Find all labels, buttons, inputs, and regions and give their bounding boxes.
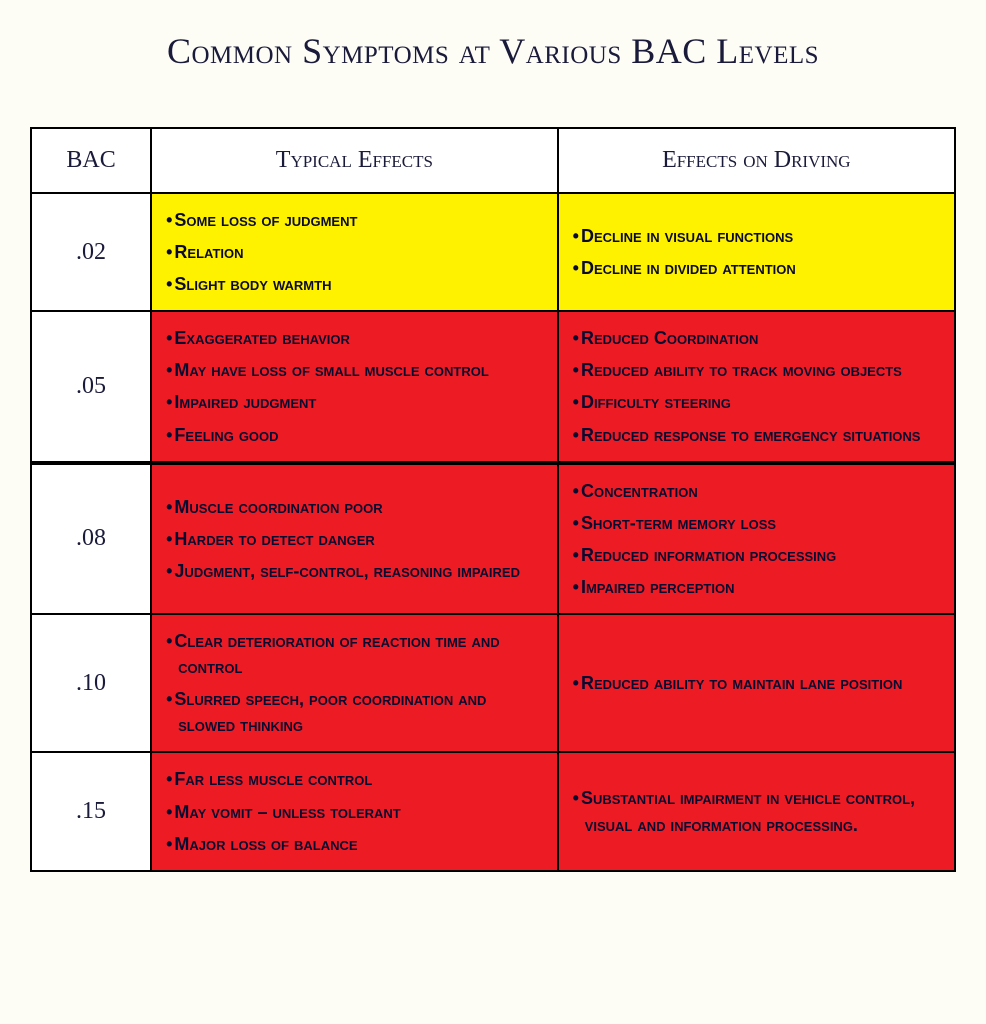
typical-effects-list: Exaggerated behaviorMay have loss of sma… <box>166 322 545 450</box>
list-item: Judgment, self-control, reasoning impair… <box>178 555 545 587</box>
table-header-row: BAC Typical Effects Effects on Driving <box>31 128 955 193</box>
bac-level: .02 <box>31 193 151 311</box>
driving-effects-list: Substantial impairment in vehicle contro… <box>573 782 942 840</box>
list-item: Relation <box>178 236 545 268</box>
list-item: Impaired perception <box>585 571 942 603</box>
list-item: Short-term memory loss <box>585 507 942 539</box>
list-item: Substantial impairment in vehicle contro… <box>585 782 942 840</box>
driving-effects: Reduced CoordinationReduced ability to t… <box>558 311 955 462</box>
table-row: .02Some loss of judgmentRelationSlight b… <box>31 193 955 311</box>
bac-table: BAC Typical Effects Effects on Driving .… <box>30 127 956 872</box>
typical-effects-list: Some loss of judgmentRelationSlight body… <box>166 204 545 300</box>
table-row: .05Exaggerated behaviorMay have loss of … <box>31 311 955 462</box>
list-item: Reduced ability to track moving objects <box>585 354 942 386</box>
typical-effects-list: Clear deterioration of reaction time and… <box>166 625 545 741</box>
list-item: Reduced response to emergency situations <box>585 419 942 451</box>
list-item: Clear deterioration of reaction time and… <box>178 625 545 683</box>
list-item: Reduced information processing <box>585 539 942 571</box>
bac-level: .05 <box>31 311 151 462</box>
driving-effects: ConcentrationShort-term memory lossReduc… <box>558 463 955 614</box>
list-item: Decline in visual functions <box>585 220 942 252</box>
table-row: .08Muscle coordination poorHarder to det… <box>31 463 955 614</box>
list-item: Some loss of judgment <box>178 204 545 236</box>
list-item: Reduced Coordination <box>585 322 942 354</box>
list-item: Reduced ability to maintain lane positio… <box>585 667 942 699</box>
driving-effects-list: Decline in visual functionsDecline in di… <box>573 220 942 284</box>
typical-effects: Exaggerated behaviorMay have loss of sma… <box>151 311 558 462</box>
driving-effects: Decline in visual functionsDecline in di… <box>558 193 955 311</box>
table-row: .10 Clear deterioration of reaction time … <box>31 614 955 752</box>
bac-level: .10 <box>31 614 151 752</box>
list-item: Slurred speech, poor coordination and sl… <box>178 683 545 741</box>
list-item: Slight body warmth <box>178 268 545 300</box>
list-item: Feeling good <box>178 419 545 451</box>
table-body: .02Some loss of judgmentRelationSlight b… <box>31 193 955 871</box>
bac-level: .15 <box>31 752 151 870</box>
typical-effects-list: Far less muscle controlMay vomit – unles… <box>166 763 545 859</box>
typical-effects: Muscle coordination poorHarder to detect… <box>151 463 558 614</box>
list-item: Harder to detect danger <box>178 523 545 555</box>
bac-level: .08 <box>31 463 151 614</box>
typical-effects-list: Muscle coordination poorHarder to detect… <box>166 491 545 587</box>
typical-effects: Some loss of judgmentRelationSlight body… <box>151 193 558 311</box>
driving-effects-list: Reduced ability to maintain lane positio… <box>573 667 942 699</box>
list-item: May vomit – unless tolerant <box>178 796 545 828</box>
typical-effects: Clear deterioration of reaction time and… <box>151 614 558 752</box>
list-item: Difficulty steering <box>585 386 942 418</box>
list-item: Far less muscle control <box>178 763 545 795</box>
typical-effects: Far less muscle controlMay vomit – unles… <box>151 752 558 870</box>
table-row: .15Far less muscle controlMay vomit – un… <box>31 752 955 870</box>
list-item: Exaggerated behavior <box>178 322 545 354</box>
driving-effects-list: ConcentrationShort-term memory lossReduc… <box>573 475 942 603</box>
list-item: Major loss of balance <box>178 828 545 860</box>
driving-effects-list: Reduced CoordinationReduced ability to t… <box>573 322 942 450</box>
driving-effects: Reduced ability to maintain lane positio… <box>558 614 955 752</box>
list-item: Muscle coordination poor <box>178 491 545 523</box>
col-header-effects: Typical Effects <box>151 128 558 193</box>
list-item: May have loss of small muscle control <box>178 354 545 386</box>
list-item: Impaired judgment <box>178 386 545 418</box>
list-item: Concentration <box>585 475 942 507</box>
driving-effects: Substantial impairment in vehicle contro… <box>558 752 955 870</box>
col-header-driving: Effects on Driving <box>558 128 955 193</box>
list-item: Decline in divided attention <box>585 252 942 284</box>
page-title: Common Symptoms at Various BAC Levels <box>30 30 956 72</box>
col-header-bac: BAC <box>31 128 151 193</box>
